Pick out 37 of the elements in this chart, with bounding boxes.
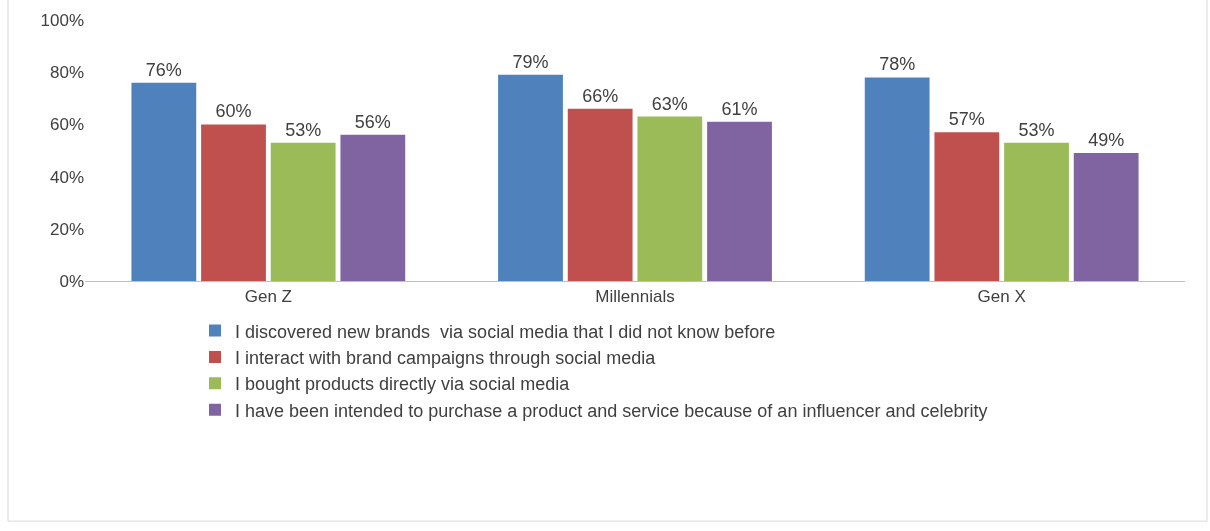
text: 53% bbox=[285, 119, 322, 140]
x-tick-label: Millennials bbox=[595, 287, 675, 307]
bar bbox=[270, 142, 336, 281]
bar bbox=[498, 74, 563, 281]
text: 76% bbox=[145, 59, 182, 80]
y-tick-label: 20% bbox=[49, 219, 84, 239]
bar bbox=[864, 77, 930, 281]
text: 78% bbox=[879, 54, 916, 75]
x-tick-label: Gen Z bbox=[244, 287, 292, 307]
y-tick-label: 40% bbox=[49, 167, 84, 187]
bar bbox=[201, 124, 266, 281]
text: 56% bbox=[354, 111, 391, 132]
bar bbox=[340, 134, 406, 281]
text: 53% bbox=[1018, 119, 1055, 140]
text: 79% bbox=[512, 51, 549, 72]
x-tick-label: Gen X bbox=[977, 287, 1026, 307]
bar bbox=[1004, 142, 1069, 281]
y-tick-label: 0% bbox=[59, 271, 84, 291]
y-tick-label: 100% bbox=[40, 10, 84, 30]
bar bbox=[131, 82, 197, 281]
legend-label: I interact with brand campaigns through social media bbox=[235, 347, 657, 368]
y-tick-label: 60% bbox=[49, 115, 84, 135]
text: 57% bbox=[948, 109, 985, 130]
bar bbox=[637, 116, 703, 281]
text: 61% bbox=[721, 98, 758, 119]
bar bbox=[934, 132, 1000, 281]
bar bbox=[567, 108, 633, 281]
y-tick-label: 80% bbox=[49, 63, 84, 83]
text: 49% bbox=[1088, 130, 1125, 151]
text: 60% bbox=[215, 101, 252, 122]
legend-label: I discovered new brands via social media that I did not know before bbox=[235, 321, 776, 342]
text: 66% bbox=[582, 85, 619, 106]
bar bbox=[707, 121, 772, 281]
bar bbox=[1073, 153, 1139, 281]
legend-label: I bought products directly via social media bbox=[235, 374, 571, 395]
legend-label: I have been intended to purchase a product and service because of an influencer and celebrity bbox=[235, 400, 988, 421]
text: 63% bbox=[651, 93, 688, 114]
